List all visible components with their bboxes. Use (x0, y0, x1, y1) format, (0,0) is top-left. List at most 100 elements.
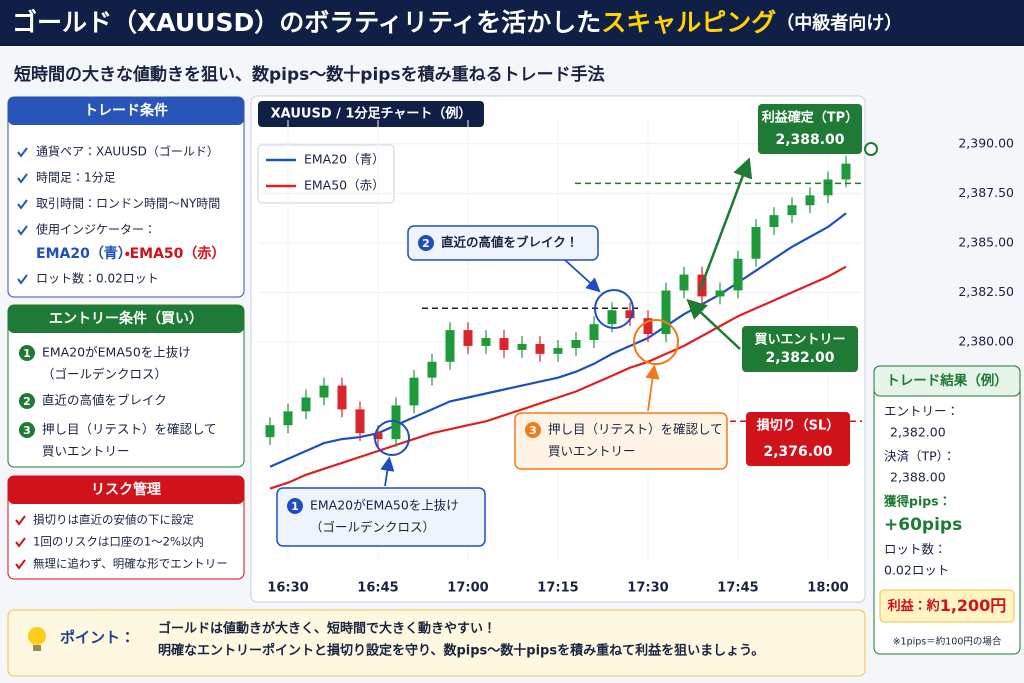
legend-label: EMA50（赤） (304, 178, 385, 193)
level-value: 2,388.00 (775, 132, 844, 148)
ema-line (269, 265, 847, 490)
candle-body (571, 340, 581, 348)
level-value: 2,376.00 (763, 444, 832, 460)
level-label: 利益確定（TP） (762, 110, 858, 126)
y-tick-label: 2,382.50 (958, 284, 1014, 299)
candle-body (481, 338, 491, 346)
panel-title: トレード結果（例） (886, 372, 1008, 389)
condition-item: ロット数：0.02ロット (36, 271, 159, 286)
level-box (758, 104, 862, 154)
x-tick-label: 17:15 (537, 581, 578, 596)
subtitle: 短時間の大きな値動きを狙い、数pips〜数十pipsを積み重ねるトレード手法 (14, 64, 605, 85)
number-label: 1 (23, 347, 31, 360)
candle-body (265, 425, 275, 438)
candle-body (661, 290, 671, 335)
profit-text: 1,200円 (940, 596, 1007, 615)
annotation-text: 押し目（リテスト）を確認して (548, 422, 723, 437)
annotation-box (407, 225, 599, 261)
value: 2,382.00 (890, 425, 946, 440)
number-badge (525, 422, 541, 438)
annotation-circle (594, 289, 634, 329)
candle-body (535, 343, 545, 354)
candle-body (715, 290, 725, 297)
candle-body (589, 324, 599, 340)
candle-body (301, 397, 311, 412)
indicator-name: ・ (125, 246, 130, 262)
condition-item: 通貨ペア：XAUUSD（ゴールド） (36, 144, 219, 159)
number-label: 2 (422, 237, 430, 250)
candle-body (679, 274, 689, 291)
level-label: 損切り（SL） (757, 418, 840, 434)
panel-header (8, 476, 244, 504)
annotation-text: 買いエントリー (548, 444, 636, 459)
x-tick-label: 17:45 (717, 581, 758, 596)
y-tick-label: 2,387.50 (958, 185, 1014, 200)
check-icon (17, 199, 28, 210)
number-badge (19, 345, 35, 361)
check-icon (17, 173, 28, 184)
number-label: 1 (291, 500, 299, 513)
check-icon (17, 147, 28, 158)
number-badge (418, 235, 434, 251)
indicator-name: EMA20（青） (36, 245, 125, 262)
candle-body (643, 318, 653, 335)
candle-body (409, 377, 419, 406)
ema-line (269, 212, 847, 468)
panel-header (8, 97, 244, 125)
candle-body (319, 385, 329, 398)
y-tick-label: 2,390.00 (958, 135, 1014, 150)
title-main: ゴールド（XAUUSD）のボラティリティを活かした (12, 8, 601, 37)
y-tick-label: 2,380.00 (958, 333, 1014, 348)
candle-body (517, 343, 527, 350)
panel-title: トレード条件 (84, 102, 168, 119)
candle-body (499, 338, 509, 350)
candle-body (553, 347, 563, 354)
header-bar (0, 0, 1024, 46)
note: ※1pips＝約100円の場合 (893, 636, 1002, 648)
point-text: ゴールドは値動きが大きく、短時間で大きく動きやすい！ (158, 621, 496, 637)
number-badge (19, 422, 35, 438)
point-text: 明確なエントリーポイントと損切り設定を守り、数pips〜数十pipsを積み重ねて… (158, 643, 764, 659)
condition-item: 取引時間：ロンドン時間〜NY時間 (36, 197, 220, 211)
condition-item: 時間足：1分足 (36, 171, 116, 185)
title-highlight: スキャルピング (601, 8, 776, 37)
label: 決済（TP）： (884, 449, 955, 464)
candle-body (373, 433, 383, 440)
x-tick-label: 18:00 (807, 581, 848, 596)
annotation-arrow (564, 259, 601, 293)
profit-box (879, 589, 1015, 623)
check-icon (17, 274, 28, 285)
title: ゴールド（XAUUSD）のボラティリティを活かしたスキャルピング（中級者向け） (12, 8, 902, 37)
candle-body (463, 330, 473, 346)
level-arrow (686, 298, 741, 350)
profit-text: 利益：約 (888, 598, 940, 614)
chart-title: XAUUSD / 1分足チャート（例） (271, 106, 472, 122)
number-badge (287, 498, 303, 514)
indicator-line: EMA20（青）・EMA50（赤） (36, 245, 225, 262)
entry-item: 直近の高値をブレイク (42, 393, 167, 408)
candle-body (355, 409, 365, 434)
bulb-icon-base (33, 645, 41, 651)
risk-item: 1回のリスクは口座の1〜2%以内 (33, 535, 204, 549)
candle-body (445, 330, 455, 362)
point-label: ポイント： (60, 629, 135, 647)
annotation-circle (374, 420, 410, 456)
annotation-box (514, 412, 728, 470)
candle-body (805, 195, 815, 206)
number-label: 3 (529, 424, 537, 437)
label: 獲得pips： (883, 494, 951, 509)
x-tick-label: 16:30 (267, 581, 308, 596)
legend-label: EMA20（青） (304, 152, 385, 167)
x-tick-label: 16:45 (357, 581, 398, 596)
candle-body (733, 258, 743, 291)
level-label: 買いエントリー (754, 333, 845, 348)
panel-header (8, 305, 244, 333)
candle-body (427, 361, 437, 378)
condition-item: 使用インジケーター： (36, 222, 156, 237)
check-icon (15, 559, 26, 570)
number-label: 3 (23, 424, 31, 437)
risk-item: 損切りは直近の安値の下に設定 (33, 513, 194, 527)
x-tick-label: 17:30 (627, 581, 668, 596)
